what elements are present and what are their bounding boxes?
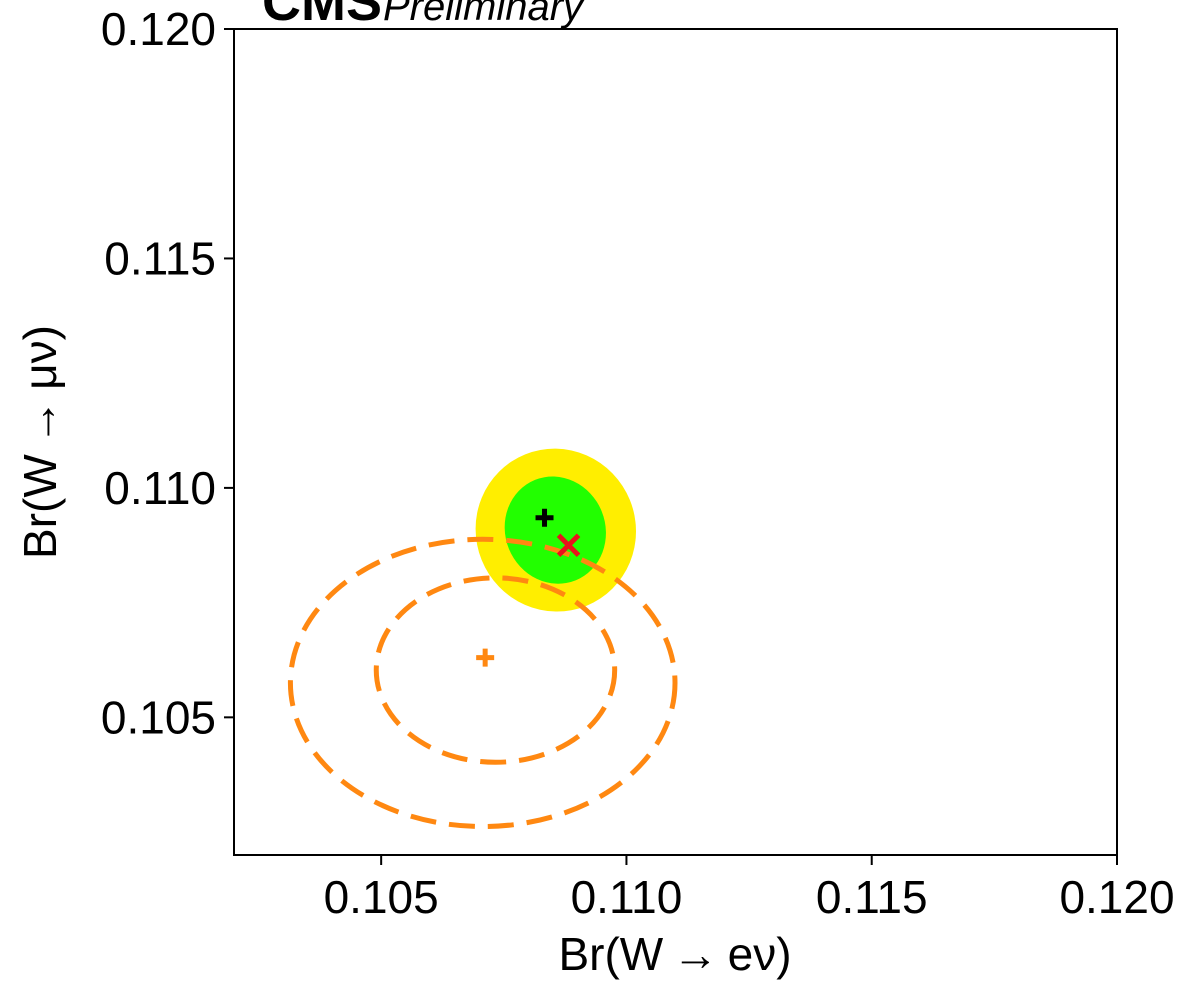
x-tick-label: 0.120 — [1059, 871, 1174, 923]
y-tick-label: 0.105 — [101, 691, 216, 743]
x-axis-ticks: 0.105 0.110 0.115 0.120 — [324, 855, 1175, 923]
x-tick-label: 0.110 — [571, 871, 683, 923]
status-label: Preliminary — [383, 0, 586, 29]
filled-contour-inner — [504, 476, 606, 584]
experiment-label: CMS — [262, 0, 382, 32]
x-tick-label: 0.105 — [324, 871, 439, 923]
y-axis-label: Br(W → μν) — [14, 325, 66, 559]
contour-layer — [287, 448, 678, 830]
y-tick-label: 0.110 — [104, 462, 216, 514]
marker-plus-0 — [535, 508, 554, 527]
y-tick-label: 0.120 — [101, 3, 216, 55]
x-tick-label: 0.115 — [816, 871, 928, 923]
y-axis-ticks: 0.105 0.110 0.115 0.120 — [101, 3, 234, 743]
dashed-contour-inner — [373, 575, 618, 765]
y-tick-label: 0.115 — [104, 232, 216, 284]
dashed-contour-outer — [287, 536, 678, 830]
marker-plus-2 — [476, 648, 495, 667]
marker-layer — [476, 508, 581, 667]
plot-frame — [233, 28, 1118, 856]
x-axis-label: Br(W → eν) — [558, 928, 791, 980]
marker-x-1 — [556, 533, 581, 558]
